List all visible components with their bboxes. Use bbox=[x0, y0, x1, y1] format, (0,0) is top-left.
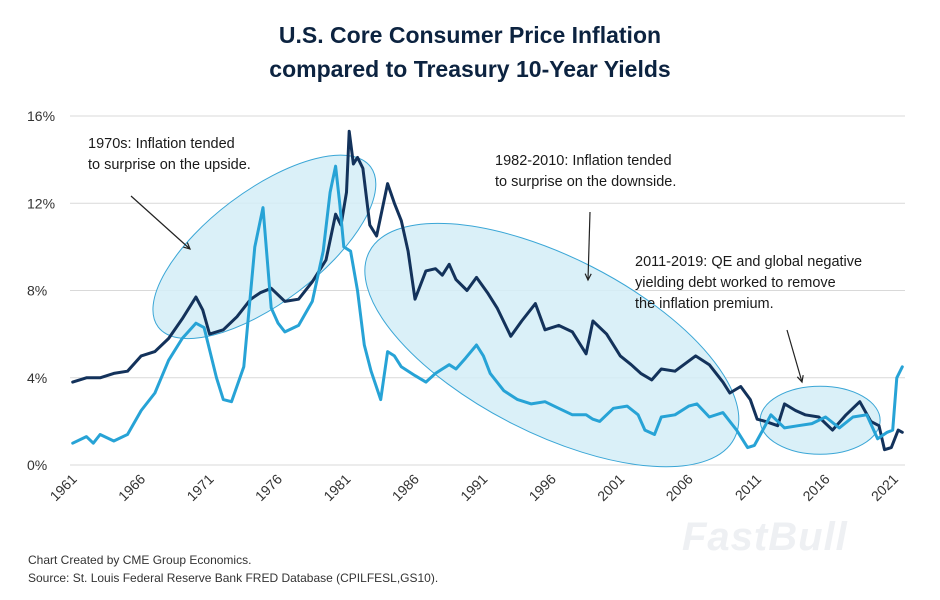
annotation-1970s: 1970s: Inflation tended to surprise on th… bbox=[88, 136, 251, 173]
annotation-arrowhead bbox=[796, 374, 804, 384]
highlight-ellipses bbox=[152, 154, 881, 468]
source-note-line-1: Chart Created by CME Group Economics. bbox=[28, 553, 252, 567]
x-tick-label: 1996 bbox=[526, 471, 559, 504]
annotation-line: 2011-2019: QE and global negative bbox=[635, 254, 862, 270]
source-note-line-2: Source: St. Louis Federal Reserve Bank F… bbox=[28, 571, 439, 585]
x-tick-label: 2001 bbox=[594, 471, 627, 504]
annotation-arrow bbox=[587, 211, 591, 281]
x-tick-label: 2011 bbox=[732, 471, 765, 504]
x-tick-label: 1991 bbox=[457, 471, 490, 504]
annotations: 1970s: Inflation tended to surprise on th… bbox=[88, 136, 862, 384]
y-tick-label: 12% bbox=[27, 195, 55, 211]
x-tick-label: 1961 bbox=[47, 471, 80, 504]
chart-title-line-1: U.S. Core Consumer Price Inflation bbox=[278, 22, 662, 48]
y-tick-label: 8% bbox=[27, 283, 47, 299]
x-tick-label: 1976 bbox=[252, 471, 285, 504]
annotation-arrow bbox=[786, 329, 803, 383]
watermark-logo: FastBull bbox=[682, 515, 848, 559]
annotation-line: to surprise on the upside. bbox=[88, 157, 251, 173]
y-tick-label: 0% bbox=[27, 457, 47, 473]
x-tick-label: 2016 bbox=[799, 471, 832, 504]
x-tick-label: 1966 bbox=[115, 471, 148, 504]
series-lines bbox=[71, 129, 904, 452]
x-tick-label: 2006 bbox=[662, 471, 695, 504]
annotation-line: the inflation premium. bbox=[635, 296, 774, 312]
x-tick-label: 1981 bbox=[320, 471, 353, 504]
series-line-core-inflation bbox=[71, 164, 904, 450]
annotation-arrowhead bbox=[183, 242, 192, 250]
annotation-line: 1970s: Inflation tended bbox=[88, 136, 235, 152]
chart-title: U.S. Core Consumer Price Inflation compa… bbox=[0, 18, 940, 86]
x-tick-label: 1971 bbox=[183, 471, 216, 504]
annotation-line: yielding debt worked to remove bbox=[635, 275, 836, 291]
annotation-1982-2010: 1982-2010: Inflation tended to surprise o… bbox=[495, 153, 676, 190]
y-tick-label: 16% bbox=[27, 108, 55, 124]
x-tick-label: 1986 bbox=[389, 471, 422, 504]
annotation-arrow bbox=[130, 195, 191, 250]
series-line-treasury-yield bbox=[71, 129, 904, 452]
source-note: Chart Created by CME Group Economics. So… bbox=[28, 551, 438, 587]
y-tick-label: 4% bbox=[27, 370, 47, 386]
annotation-2011-2019: 2011-2019: QE and global negative yieldin… bbox=[635, 254, 862, 312]
x-tick-label: 2021 bbox=[868, 471, 901, 504]
chart-title-line-2: compared to Treasury 10-Year Yields bbox=[269, 56, 671, 82]
annotation-arrowhead bbox=[584, 273, 592, 282]
annotation-line: to surprise on the downside. bbox=[495, 174, 676, 190]
annotation-line: 1982-2010: Inflation tended bbox=[495, 153, 672, 169]
highlight-ellipse bbox=[364, 222, 740, 468]
highlight-ellipse bbox=[152, 154, 377, 340]
